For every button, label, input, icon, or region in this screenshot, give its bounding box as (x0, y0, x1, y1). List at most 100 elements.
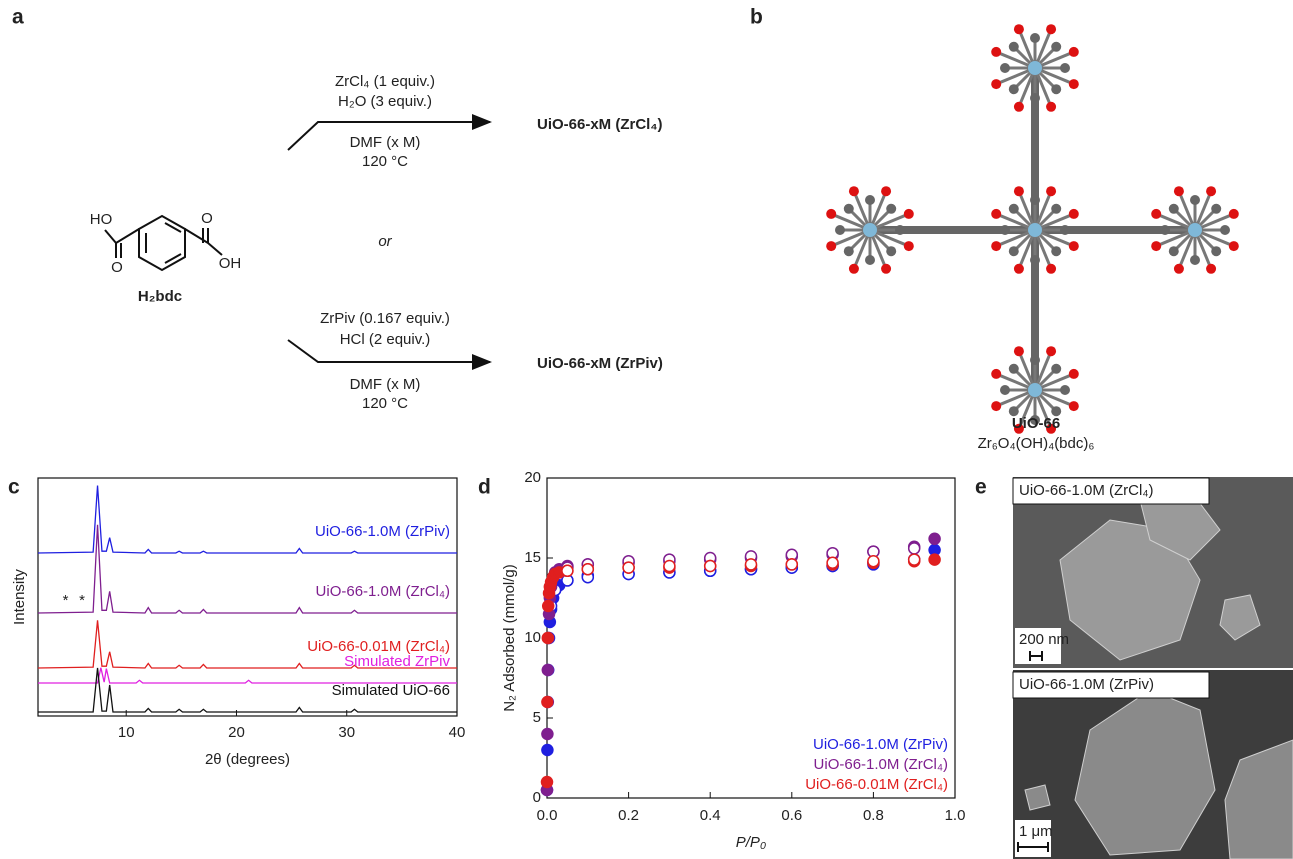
atom (1051, 363, 1062, 374)
atom (826, 241, 837, 252)
x-axis-label: P/P₀ (736, 834, 767, 851)
panel-label: a (12, 6, 24, 29)
bond (1034, 228, 1075, 248)
bond (1033, 67, 1053, 108)
atom (865, 255, 875, 265)
atom (1046, 186, 1057, 197)
atom (1060, 225, 1070, 235)
condition: DMF (x M) (350, 376, 421, 393)
legend-entry: UiO-66-1.0M (ZrPiv) (813, 736, 948, 753)
pattern-label: UiO-66-1.0M (ZrPiv) (315, 523, 450, 540)
x-tick-label: 1.0 (945, 807, 966, 824)
bond (995, 372, 1036, 392)
bond (1017, 28, 1037, 69)
y-axis-label: N₂ Adsorbed (mmol/g) (501, 564, 518, 712)
y-tick-label: 20 (524, 469, 541, 486)
legend-entry: UiO-66-1.0M (ZrCl₄) (814, 756, 948, 773)
scale-bar-label: 200 nm (1019, 631, 1069, 648)
product: UiO-66-xM (ZrCl₄) (537, 116, 663, 133)
xrd-pattern (37, 524, 457, 614)
condition: 120 °C (362, 153, 408, 170)
scheme: ZrCl₄ (1 equiv.) H₂O (3 equiv.) DMF (x M… (90, 73, 663, 412)
product: UiO-66-xM (ZrPiv) (537, 355, 663, 372)
atom (1046, 263, 1057, 274)
desorption-point (622, 561, 635, 574)
x-tick-label: 30 (338, 724, 355, 741)
panel-label: e (975, 476, 987, 499)
bond (1033, 229, 1053, 270)
atom (1046, 24, 1057, 35)
atom (1046, 346, 1057, 357)
atom: O (201, 210, 213, 227)
atom (1051, 41, 1062, 52)
atom: HO (90, 211, 113, 228)
y-tick-label: 0 (533, 789, 541, 806)
x-tick-label: 40 (449, 724, 466, 741)
xrd-pattern (38, 667, 457, 713)
arrow (287, 114, 492, 151)
micrograph: UiO-66-1.0M (ZrPiv) 1 μm (1012, 670, 1293, 859)
atom (1028, 223, 1042, 237)
atom (843, 203, 854, 214)
atom: O (111, 259, 123, 276)
adsorption-point (541, 743, 554, 757)
y-tick-label: 10 (524, 629, 541, 646)
structure-formula: Zr₆O₄(OH)₄(bdc)₆ (978, 435, 1095, 452)
desorption-point (907, 542, 921, 555)
desorption-point (703, 559, 717, 573)
micrograph-label: UiO-66-1.0M (ZrPiv) (1019, 676, 1154, 693)
pattern-label: UiO-66-0.01M (ZrCl₄) (307, 638, 450, 655)
or: or (378, 233, 392, 250)
x-axis-label: 2θ (degrees) (205, 751, 290, 768)
bond (1033, 190, 1053, 231)
scale-bar-label: 1 μm (1019, 823, 1053, 840)
crystal-structure (826, 24, 1239, 434)
atom (991, 208, 1002, 219)
bond (868, 229, 888, 270)
bond (852, 190, 872, 231)
adsorption-point (541, 631, 555, 645)
bond (1155, 212, 1196, 232)
adsorption-point (928, 553, 941, 566)
atom (1168, 246, 1179, 257)
desorption-point (826, 556, 839, 570)
atom (1030, 93, 1040, 103)
atom (1013, 346, 1024, 357)
atom (1000, 385, 1010, 395)
atom (1030, 33, 1040, 43)
atom (848, 186, 859, 197)
bond (1034, 388, 1075, 408)
atom: OH (219, 255, 242, 272)
bond (1193, 190, 1213, 231)
atom (1028, 383, 1042, 397)
condition: DMF (x M) (350, 134, 421, 151)
atom (1030, 195, 1040, 205)
atom (1013, 186, 1024, 197)
atom (1228, 208, 1239, 219)
adsorption-point (928, 532, 941, 546)
atom (848, 263, 859, 274)
atom (886, 203, 897, 214)
atom (1173, 263, 1184, 274)
adsorption-point (541, 727, 554, 741)
micrograph-label: UiO-66-1.0M (ZrCl₄) (1019, 482, 1153, 499)
bond (1177, 190, 1197, 231)
x-tick-label: 0.4 (700, 807, 721, 824)
reagent: ZrCl₄ (1 equiv.) (335, 73, 435, 90)
bond (1017, 389, 1037, 430)
annotation: * (63, 592, 69, 609)
bond (995, 50, 1036, 70)
annotation: * (79, 592, 85, 609)
molecule (104, 214, 223, 272)
atom (1008, 203, 1019, 214)
x-tick-label: 10 (118, 724, 135, 741)
desorption-point (907, 553, 921, 566)
adsorption-point (541, 663, 555, 677)
atom (1013, 101, 1024, 112)
atom (835, 225, 845, 235)
bond (1194, 212, 1235, 232)
x-tick-label: 0.8 (863, 807, 884, 824)
atom (1068, 241, 1079, 252)
bond (852, 229, 872, 270)
